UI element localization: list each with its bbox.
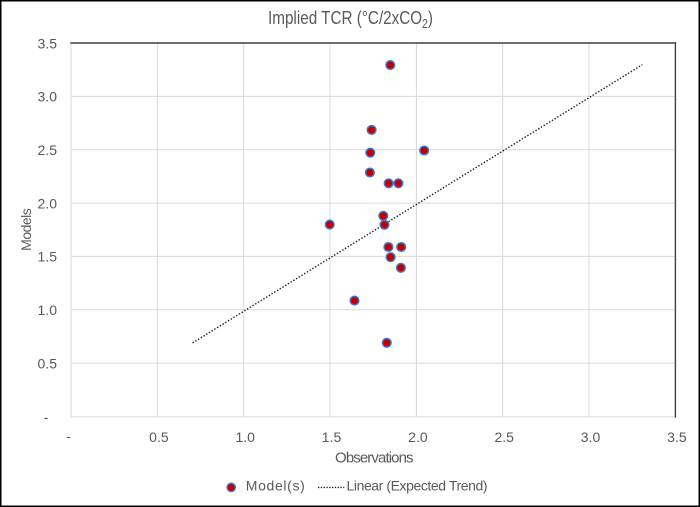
svg-text:-: - [44,409,49,425]
svg-text:3.5: 3.5 [667,429,687,445]
svg-text:1.0: 1.0 [38,302,58,318]
svg-text:Observations: Observations [335,449,414,466]
svg-text:0.5: 0.5 [38,355,58,371]
svg-text:Models: Models [18,208,34,251]
svg-text:Implied TCR (°C/2xCO2): Implied TCR (°C/2xCO2) [268,7,433,31]
svg-text:Model(s): Model(s) [246,477,305,493]
svg-text:2.5: 2.5 [494,429,514,445]
svg-text:1.0: 1.0 [235,429,255,445]
svg-text:3.5: 3.5 [38,35,58,51]
svg-text:0.5: 0.5 [149,429,169,445]
svg-text:3.0: 3.0 [38,89,58,105]
svg-text:Linear (Expected Trend): Linear (Expected Trend) [347,477,488,493]
svg-text:1.5: 1.5 [38,249,58,265]
svg-text:2.5: 2.5 [38,142,58,158]
svg-text:3.0: 3.0 [581,429,601,445]
svg-text:-: - [66,428,71,444]
svg-text:1.5: 1.5 [322,429,342,445]
svg-text:2.0: 2.0 [38,195,58,211]
svg-text:2.0: 2.0 [408,429,428,445]
